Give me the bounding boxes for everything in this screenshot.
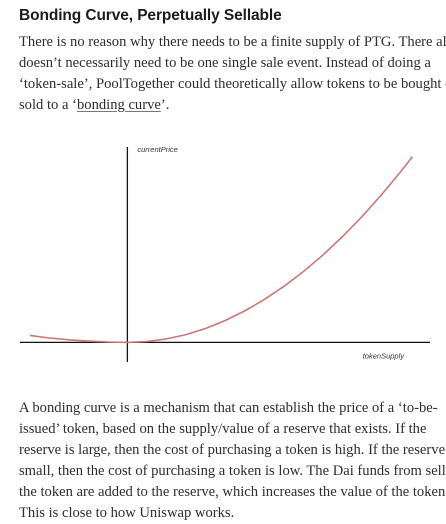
intro-line-4-prefix: sold to a ‘: [19, 97, 77, 113]
y-axis-label: currentPrice: [137, 145, 177, 154]
intro-line-3: ‘token-sale’, PoolTogether could theoret…: [19, 76, 446, 92]
explanation-line-2: issued’ token, based on the supply/value…: [19, 421, 427, 437]
section-heading: Bonding Curve, Perpetually Sellable: [19, 7, 282, 24]
series-line-0: [29, 156, 414, 344]
intro-line-4-suffix: ’.: [160, 97, 170, 113]
intro-line-4: sold to a ‘bonding curve’.: [19, 95, 439, 116]
bonding-curve-chart: currentPrice tokenSupply: [20, 145, 430, 362]
explanation-paragraph: A bonding curve is a mechanism that can …: [19, 398, 446, 524]
explanation-line-1: A bonding curve is a mechanism that can …: [19, 400, 438, 416]
explanation-line-5: the token are added to the reserve, whic…: [19, 484, 446, 500]
explanation-line-6: This is close to how Uniswap works.: [19, 505, 235, 521]
bonding-curve-link[interactable]: bonding curve: [76, 97, 161, 113]
explanation-line-3: reserve is large, then the cost of purch…: [19, 442, 446, 458]
x-axis-label: tokenSupply: [363, 351, 406, 360]
explanation-line-4: small, then the cost of purchasing a tok…: [19, 463, 446, 479]
intro-line-1: There is no reason why there needs to be…: [19, 34, 446, 50]
intro-paragraph: There is no reason why there needs to be…: [19, 32, 446, 116]
bonding-curve-figure: currentPrice tokenSupply: [0, 130, 446, 370]
intro-line-2: doesn’t necessarily need to be one singl…: [19, 55, 431, 71]
